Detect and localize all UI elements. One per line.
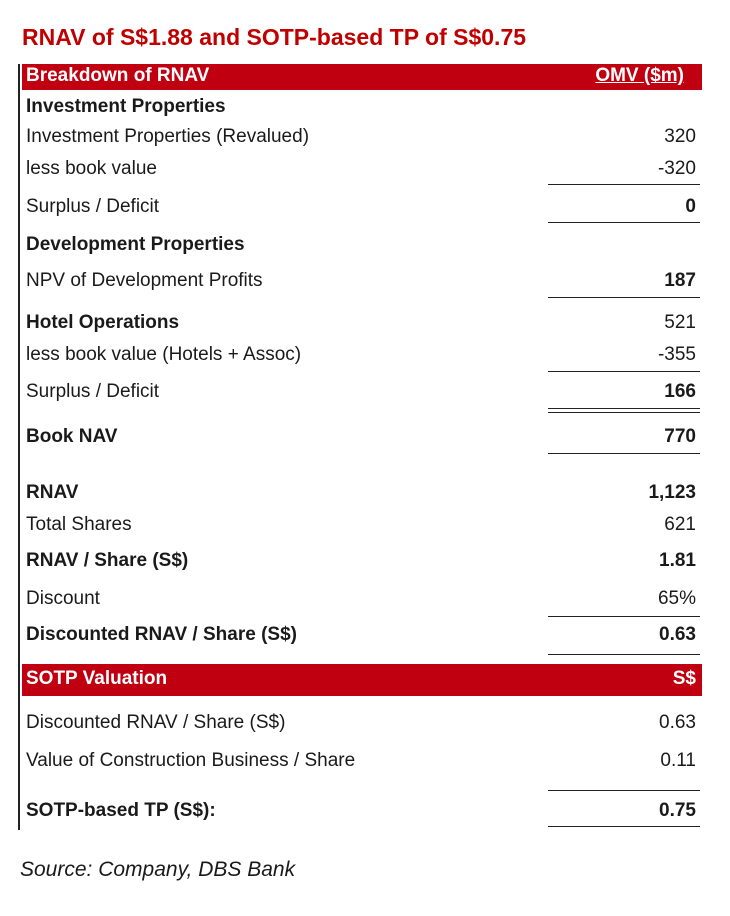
source-note: Source: Company, DBS Bank [20,858,296,881]
row-label: Hotel Operations [26,312,180,333]
header-column: S$ [672,668,696,689]
row-label: Surplus / Deficit [26,196,160,217]
row-rnav: RNAV 1,123 [22,464,702,506]
row-npv-development: NPV of Development Profits 187 [22,258,702,294]
divider [548,616,700,617]
divider [548,453,700,454]
row-label: SOTP-based TP (S$): [26,800,216,821]
row-value: 521 [664,312,696,333]
divider [548,297,700,298]
row-discount: Discount 65% [22,574,702,612]
row-investment-properties: Investment Properties [22,90,702,120]
header-label: SOTP Valuation [26,668,168,689]
row-label: Investment Properties [26,96,226,117]
row-label: NPV of Development Profits [26,270,263,291]
row-label: Discounted RNAV / Share (S$) [26,712,286,733]
row-value: 1,123 [648,482,696,503]
row-value: 0.75 [659,800,696,821]
row-value: 166 [664,381,696,402]
row-sotp-discounted-rnav: Discounted RNAV / Share (S$) 0.63 [22,700,702,736]
header-column: OMV ($m) [595,65,684,86]
row-value: 65% [657,588,696,609]
row-value: 1.81 [659,550,696,571]
row-discounted-rnav: Discounted RNAV / Share (S$) 0.63 [22,616,702,648]
row-label: less book value (Hotels + Assoc) [26,344,302,365]
row-value: 0.63 [659,712,696,733]
rnav-table: Breakdown of RNAV OMV ($m) Investment Pr… [18,64,702,830]
row-label: Investment Properties (Revalued) [26,126,310,147]
row-total-shares: Total Shares 621 [22,506,702,538]
divider [548,184,700,185]
table-title: RNAV of S$1.88 and SOTP-based TP of S$0.… [22,24,527,50]
divider [548,408,700,409]
row-surplus-investment: Surplus / Deficit 0 [22,184,702,220]
divider [548,412,700,413]
row-label: Value of Construction Business / Share [26,750,356,771]
header-breakdown: Breakdown of RNAV OMV ($m) [22,64,702,90]
row-label: Surplus / Deficit [26,381,160,402]
row-value: -355 [657,344,696,365]
row-invest-revalued: Investment Properties (Revalued) 320 [22,120,702,150]
header-label: Breakdown of RNAV [26,65,210,86]
row-value: 770 [664,426,696,447]
row-label: Total Shares [26,514,132,535]
divider [548,371,700,372]
row-label: Book NAV [26,426,118,447]
row-value: 320 [664,126,696,147]
row-value: 187 [664,270,696,291]
row-less-book-hotels: less book value (Hotels + Assoc) -355 [22,336,702,368]
row-value: 0.11 [660,750,696,771]
row-value: 0 [685,196,696,217]
row-label: Discount [26,588,100,609]
row-value: 0.63 [659,624,696,645]
divider [548,826,700,827]
row-surplus-hotel: Surplus / Deficit 166 [22,371,702,405]
row-label: Development Properties [26,234,245,255]
row-value: -320 [657,158,696,179]
row-book-nav: Book NAV 770 [22,412,702,450]
divider [548,790,700,791]
row-value: 621 [664,514,696,535]
row-construction-value: Value of Construction Business / Share 0… [22,736,702,774]
row-hotel-operations: Hotel Operations 521 [22,300,702,336]
divider [548,654,700,655]
divider [548,222,700,223]
row-sotp-tp: SOTP-based TP (S$): 0.75 [22,790,702,824]
row-less-book-value: less book value -320 [22,150,702,182]
row-label: Discounted RNAV / Share (S$) [26,624,297,645]
row-label: less book value [26,158,157,179]
row-label: RNAV / Share (S$) [26,550,189,571]
header-sotp: SOTP Valuation S$ [22,664,702,696]
row-rnav-share: RNAV / Share (S$) 1.81 [22,538,702,574]
row-label: RNAV [26,482,79,503]
row-development-properties: Development Properties [22,222,702,258]
